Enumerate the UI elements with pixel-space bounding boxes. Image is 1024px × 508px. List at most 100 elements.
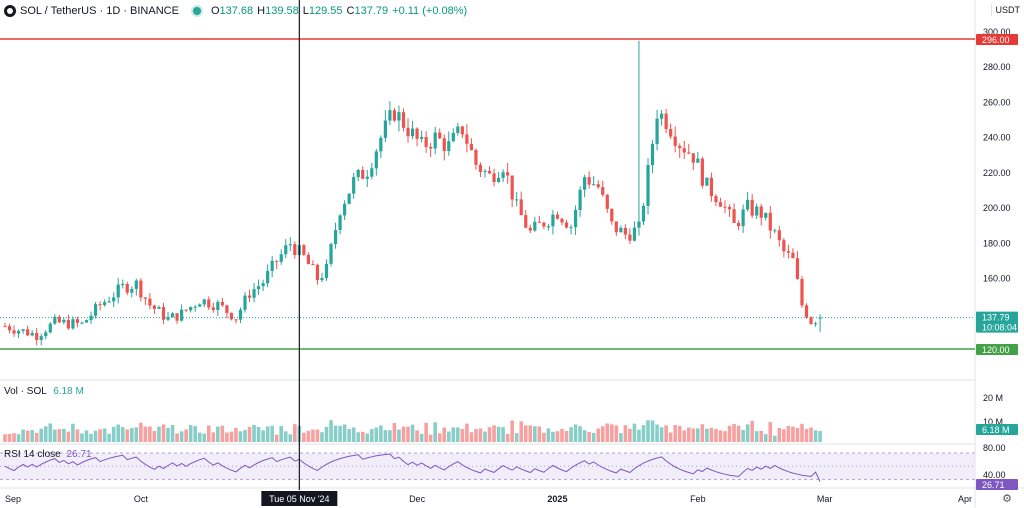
volume-bar: [120, 427, 125, 442]
volume-bar: [542, 432, 546, 442]
volume-bar: [659, 427, 664, 442]
candle-body: [352, 177, 356, 194]
volume-tick-label: 10 M: [983, 417, 1003, 427]
candle-body: [35, 332, 39, 340]
candle-body: [356, 169, 360, 178]
open-label: O: [210, 5, 220, 17]
volume-bar: [247, 426, 252, 442]
last-price-tag-bg: [976, 311, 1018, 333]
volume-bar: [451, 427, 456, 442]
candle-body: [125, 283, 129, 293]
rsi-value-tag-bg: [976, 479, 1018, 490]
volume-bar: [306, 430, 311, 442]
volume-value-tag-bg: [976, 424, 1018, 435]
volume-bar: [93, 430, 98, 442]
candle-body: [143, 297, 147, 299]
volume-bar: [66, 431, 71, 442]
market-status-icon: [192, 7, 201, 15]
price-tick-label: 300.00: [983, 27, 1011, 37]
volume-bar: [582, 430, 587, 442]
volume-bar: [768, 422, 773, 442]
candle-body: [216, 301, 220, 310]
volume-bar: [360, 431, 365, 442]
time-tick-label: Mar: [817, 494, 833, 504]
candle-body: [175, 313, 179, 321]
volume-bar: [446, 431, 451, 442]
candle-body: [623, 227, 627, 235]
candle-body: [601, 187, 605, 195]
symbol-title[interactable]: SOL / TetherUS · 1D · BINANCE: [20, 5, 179, 17]
gear-icon[interactable]: ⚙: [1002, 493, 1012, 505]
candle-body: [80, 322, 84, 324]
candle-body: [646, 165, 650, 206]
volume-bars-group: [3, 420, 822, 442]
price-tick-label: 180.00: [983, 238, 1011, 248]
candle-body: [813, 323, 818, 325]
candle-body: [220, 301, 224, 306]
volume-bar: [483, 431, 487, 442]
candle-body: [442, 138, 446, 152]
candle-body: [103, 302, 107, 306]
candle-body: [478, 164, 483, 172]
volume-bar: [356, 432, 361, 442]
time-tick-label: Apr: [958, 494, 972, 504]
volume-bar: [211, 432, 216, 442]
volume-bar: [388, 430, 392, 442]
candle-body: [804, 305, 809, 318]
volume-bar: [551, 431, 555, 442]
candle-body: [410, 128, 415, 137]
candle-body: [429, 146, 433, 149]
candle-body: [465, 134, 469, 144]
candle-body: [116, 284, 120, 298]
currency-label[interactable]: USDT: [990, 4, 1024, 16]
candle-body: [746, 199, 750, 210]
open-value: 137.68: [219, 5, 254, 17]
candle-body: [560, 218, 564, 223]
candle-body: [628, 234, 632, 241]
volume-bar: [560, 428, 564, 442]
volume-bar: [129, 428, 134, 442]
volume-bar: [505, 433, 510, 442]
volume-value-tag: 6.18 M: [982, 425, 1010, 435]
candle-body: [573, 209, 578, 228]
candle-body: [7, 326, 12, 331]
candle-body: [152, 305, 157, 309]
volume-bar: [641, 425, 646, 442]
rsi-tick-label: 40.00: [983, 470, 1006, 480]
candle-body: [664, 113, 668, 130]
volume-bar: [786, 425, 791, 442]
candle-body: [62, 319, 66, 323]
volume-bar: [202, 433, 207, 442]
price-tick-label: 240.00: [983, 133, 1011, 143]
volume-bar: [415, 430, 419, 442]
candle-body: [329, 244, 333, 264]
candle-body: [768, 212, 772, 231]
candle-body: [727, 206, 732, 210]
time-tick-label: 2025: [547, 494, 567, 504]
volume-bar: [474, 429, 478, 442]
close-value: 137.79: [354, 5, 389, 17]
volume-bar: [139, 422, 143, 442]
candle-body: [709, 177, 714, 197]
candle-body: [786, 251, 790, 253]
candle-body: [533, 221, 537, 231]
candle-body: [121, 283, 125, 285]
last-price-tag: 10:08:04: [982, 323, 1017, 333]
candle-body: [433, 132, 437, 149]
resistance-price-tag: 296.00: [982, 35, 1010, 45]
candle-body: [53, 316, 57, 324]
rsi-pane-label: RSI 14 close 26.71: [4, 449, 92, 460]
volume-bar: [161, 424, 166, 442]
volume-bar: [419, 433, 424, 442]
volume-bar: [673, 425, 677, 442]
crosshair-date-tag-bg: [261, 491, 338, 506]
rsi-label: RSI 14 close: [4, 449, 61, 460]
volume-bar: [188, 425, 193, 442]
candle-body: [741, 209, 745, 227]
volume-bar: [596, 428, 601, 442]
candle-body: [596, 184, 600, 188]
volume-bar: [714, 429, 718, 442]
candle-body: [546, 226, 550, 228]
volume-bar: [614, 425, 619, 442]
